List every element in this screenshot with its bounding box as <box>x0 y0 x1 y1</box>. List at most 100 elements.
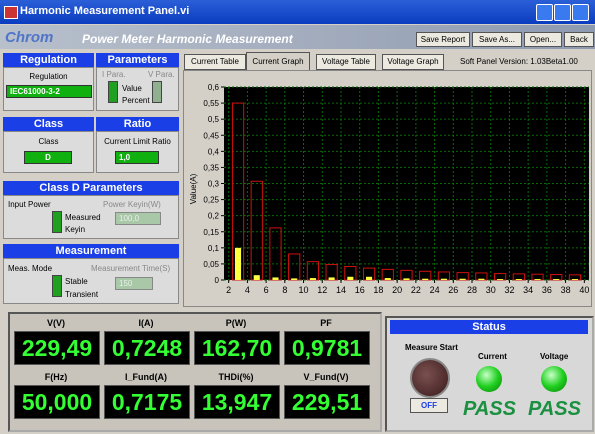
class-select[interactable]: D <box>24 151 72 164</box>
save-as-button[interactable]: Save As... <box>472 32 522 47</box>
x-tick-label: 28 <box>467 285 477 295</box>
x-tick-label: 20 <box>392 285 402 295</box>
x-tick-label: 40 <box>579 285 589 295</box>
toggle-switch[interactable] <box>52 211 62 233</box>
x-tick-label: 36 <box>542 285 552 295</box>
plot-area <box>224 87 589 280</box>
start-button[interactable]: OFF <box>410 398 448 413</box>
toggle-switch[interactable] <box>52 275 62 297</box>
y-tick-label: 0,15 <box>203 228 219 237</box>
readout-label: V_Fund(V) <box>303 372 349 382</box>
bar <box>571 279 579 280</box>
control-label: Voltage <box>540 352 569 361</box>
control-label: I Para. <box>102 70 126 79</box>
app-icon <box>4 6 18 19</box>
section-header: Measurement <box>3 244 179 258</box>
bar <box>347 276 354 280</box>
toggle-switch[interactable] <box>108 81 118 103</box>
control-label: Measurement Time(S) <box>91 264 171 273</box>
readout-value: 229,49 <box>14 331 100 365</box>
minimize-button[interactable] <box>536 4 553 21</box>
bar <box>534 279 541 280</box>
option-label: Value <box>122 84 142 93</box>
tab-selected[interactable]: Current Graph <box>246 52 310 70</box>
bar <box>366 276 373 280</box>
option-label: Percent <box>122 96 150 105</box>
voltage-led <box>541 366 567 392</box>
readout-value: 229,51 <box>284 385 370 419</box>
readout-value: 0,9781 <box>284 331 370 365</box>
bar <box>309 278 316 280</box>
tab[interactable]: Voltage Table <box>316 54 376 70</box>
bar <box>422 278 429 280</box>
title-bar: Harmonic Measurement Panel.vi <box>0 0 595 24</box>
bar <box>478 278 485 280</box>
x-tick-label: 6 <box>264 285 269 295</box>
bar <box>440 278 447 280</box>
keyin-input: 100,0 <box>115 212 161 225</box>
x-tick-label: 34 <box>523 285 533 295</box>
regulation-select[interactable]: IEC61000-3-2 <box>6 85 92 98</box>
bar <box>328 277 335 280</box>
control-label: Current <box>478 352 507 361</box>
bar <box>253 275 260 280</box>
time-input: 150 <box>115 277 153 290</box>
maximize-button[interactable] <box>554 4 571 21</box>
control-label: Regulation <box>29 72 68 81</box>
y-tick-label: 0,2 <box>208 212 220 221</box>
bar <box>384 278 391 280</box>
control-label: Power Keyin(W) <box>103 200 161 209</box>
bar <box>515 279 522 280</box>
bar <box>459 278 466 280</box>
readout-label: P(W) <box>225 318 247 328</box>
section-header: Class <box>3 117 94 131</box>
current-led <box>476 366 502 392</box>
tab[interactable]: Current Table <box>184 54 246 70</box>
bar <box>272 277 279 280</box>
option-label: Transient <box>65 290 99 299</box>
bar <box>234 247 242 280</box>
y-tick-label: 0,5 <box>208 115 220 124</box>
start-knob[interactable] <box>410 358 450 398</box>
open-button[interactable]: Open... <box>524 32 562 47</box>
readout-label: V(V) <box>47 318 65 328</box>
x-tick-label: 12 <box>317 285 327 295</box>
x-tick-label: 14 <box>336 285 346 295</box>
save-report-button[interactable]: Save Report <box>416 32 470 47</box>
close-button[interactable] <box>572 4 589 21</box>
readout-value: 50,000 <box>14 385 100 419</box>
ratio-input[interactable]: 1,0 <box>115 151 159 164</box>
y-tick-label: 0,1 <box>208 244 220 253</box>
harmonic-chart: Value(A) 0 0,05 0,1 0,15 0,2 0,25 0,3 0,35 0,4 0,… <box>183 70 592 307</box>
x-tick-label: 30 <box>486 285 496 295</box>
x-tick-label: 16 <box>355 285 365 295</box>
readout-value: 162,70 <box>194 331 280 365</box>
readout-value: 0,7175 <box>104 385 190 419</box>
readout-label: F(Hz) <box>44 372 68 382</box>
x-tick-label: 38 <box>561 285 571 295</box>
y-tick-label: 0,4 <box>208 147 220 156</box>
x-tick-label: 10 <box>299 285 309 295</box>
control-label: Measure Start <box>405 343 458 352</box>
toggle-switch[interactable] <box>152 81 162 103</box>
y-tick-label: 0,3 <box>208 180 220 189</box>
control-label: Class <box>38 137 59 146</box>
y-tick-label: 0 <box>215 276 220 285</box>
section-header: Status <box>390 320 588 334</box>
option-label: Measured <box>65 213 101 222</box>
bar <box>403 278 410 280</box>
y-tick-label: 0,05 <box>203 260 219 269</box>
option-label: Keyin <box>65 225 86 234</box>
version-label: Soft Panel Version: 1.03Beta1.00 <box>460 57 578 66</box>
tab[interactable]: Voltage Graph <box>382 54 444 70</box>
section-header: Regulation <box>3 53 94 67</box>
y-tick-label: 0,35 <box>203 163 219 172</box>
x-tick-label: 24 <box>430 285 440 295</box>
y-tick-label: 0,45 <box>203 131 219 140</box>
readout-label: THDi(%) <box>218 372 254 382</box>
back-button[interactable]: Back <box>564 32 594 47</box>
y-tick-label: 0,55 <box>203 99 219 108</box>
voltage-result: PASS <box>528 398 581 420</box>
x-tick-label: 4 <box>245 285 250 295</box>
